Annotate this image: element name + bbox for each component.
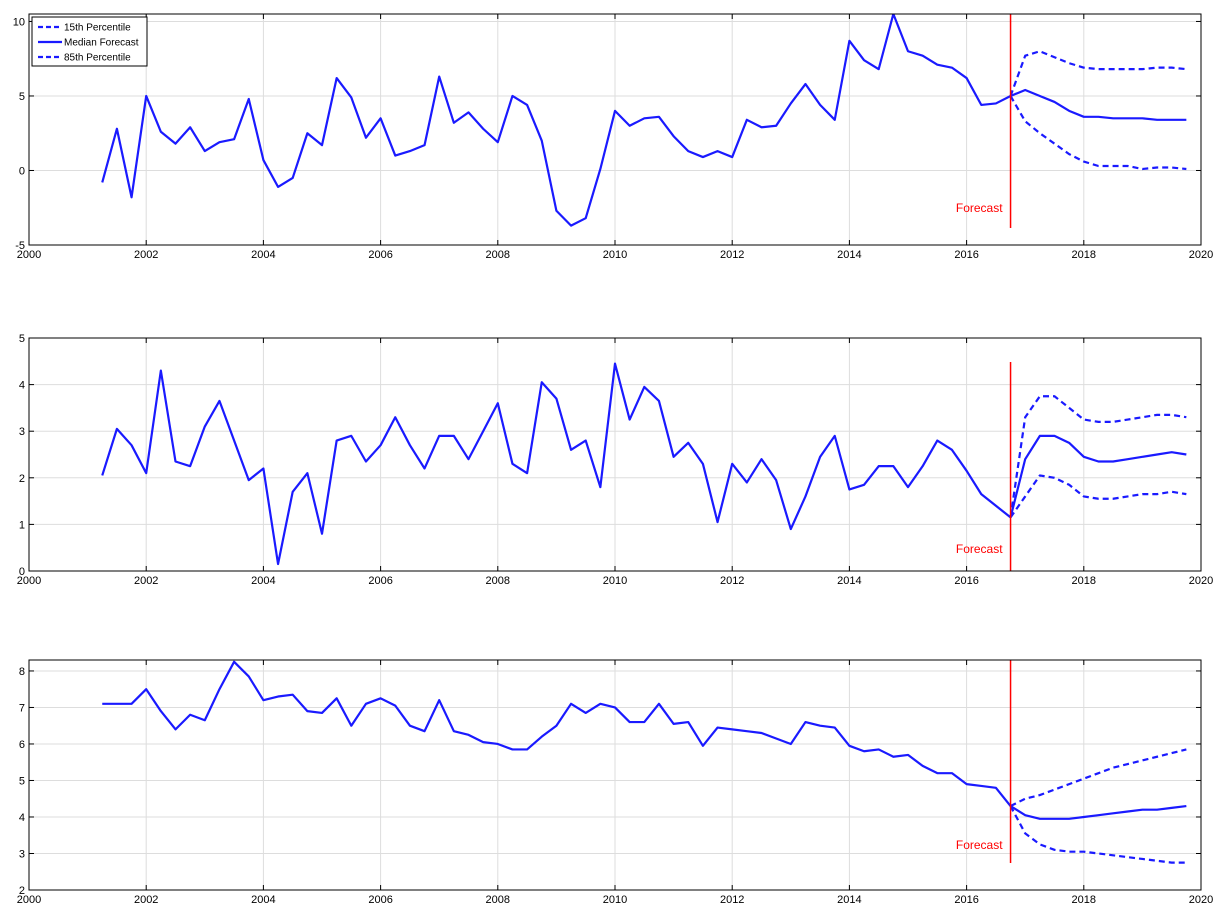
x-tick-label: 2004 [251,249,275,261]
axes-box [28,13,1202,246]
axes-box [28,337,1202,572]
y-tick-label: 2 [19,473,25,485]
x-tick-label: 2012 [720,249,744,261]
x-tick-label: 2002 [134,894,158,906]
x-tick-label: 2020 [1189,575,1213,587]
forecast-label: Forecast [956,201,1003,215]
axes-box [28,659,1202,891]
x-tick-label: 2016 [954,894,978,906]
x-tick-label: 2016 [954,249,978,261]
plot-lines [101,362,1187,566]
x-tick-label: 2014 [837,894,861,906]
x-tick-label: 2020 [1189,894,1213,906]
x-tick-label: 2014 [837,575,861,587]
x-tick-label: 2006 [368,575,392,587]
y-tick-label: 3 [19,426,25,438]
history-line [101,362,1012,566]
y-tick-label: 5 [19,333,25,345]
x-tick-label: 2012 [720,894,744,906]
y-tick-label: 10 [13,16,25,28]
y-tick-label: 0 [19,165,25,177]
y-tick-label: 7 [19,702,25,714]
y-tick-label: 0 [19,566,25,578]
median-forecast-line [1009,434,1187,518]
85th-percentile-line [1009,395,1187,518]
median-forecast-line [1009,804,1187,820]
x-tick-label: 2018 [1072,249,1096,261]
chart-panel-2: 2000 2002 2004 2006 2008 2010 2012 2014 2016 2018… [17,333,1213,587]
x-tick-label: 2000 [17,894,41,906]
history-line [101,14,1012,227]
median-forecast-line [1010,88,1187,121]
x-tick-label: 2016 [954,575,978,587]
x-tick-label: 2010 [603,894,627,906]
x-tick-label: 2006 [368,249,392,261]
legend-label: 15th Percentile [64,23,131,34]
x-tick-label: 2008 [486,894,510,906]
x-tick-label: 2008 [486,575,510,587]
x-tick-label: 2012 [720,575,744,587]
forecast-label: Forecast [956,838,1003,852]
legend-label: Median Forecast [64,38,139,49]
y-tick-label: 6 [19,739,25,751]
x-tick-label: 2006 [368,894,392,906]
x-tick-label: 2018 [1072,894,1096,906]
x-tick-label: 2000 [17,575,41,587]
x-tick-label: 2010 [603,249,627,261]
x-tick-label: 2018 [1072,575,1096,587]
85th-percentile-line [1010,748,1187,808]
y-tick-label: -5 [15,240,25,252]
chart-panel-3: 2000 2002 2004 2006 2008 2010 2012 2014 2016 2018… [17,659,1213,906]
plot-lines [102,660,1187,864]
x-tick-label: 2008 [486,249,510,261]
15th-percentile-line [1009,95,1187,171]
y-tick-label: 5 [19,775,25,787]
y-tick-label: 1 [19,519,25,531]
forecast-label: Forecast [956,542,1003,556]
y-tick-label: 3 [19,848,25,860]
x-tick-label: 2020 [1189,249,1213,261]
legend-label: 85th Percentile [64,53,131,64]
chart-panel-1: 2000 2002 2004 2006 2008 2010 2012 2014 2016 2018… [13,13,1213,261]
y-tick-label: 8 [19,666,25,678]
y-tick-label: 5 [19,91,25,103]
plot-lines [101,14,1187,227]
history-line [102,660,1012,807]
x-tick-label: 2004 [251,894,275,906]
x-tick-label: 2002 [134,575,158,587]
x-tick-label: 2002 [134,249,158,261]
legend: 15th Percentile Median Forecast 85th Perce… [31,16,148,67]
x-tick-label: 2004 [251,575,275,587]
y-tick-label: 4 [19,380,25,392]
y-tick-label: 4 [19,812,25,824]
15th-percentile-line [1009,474,1187,519]
y-tick-label: 2 [19,885,25,897]
x-tick-label: 2014 [837,249,861,261]
x-tick-label: 2010 [603,575,627,587]
x-tick-label: 2000 [17,249,41,261]
